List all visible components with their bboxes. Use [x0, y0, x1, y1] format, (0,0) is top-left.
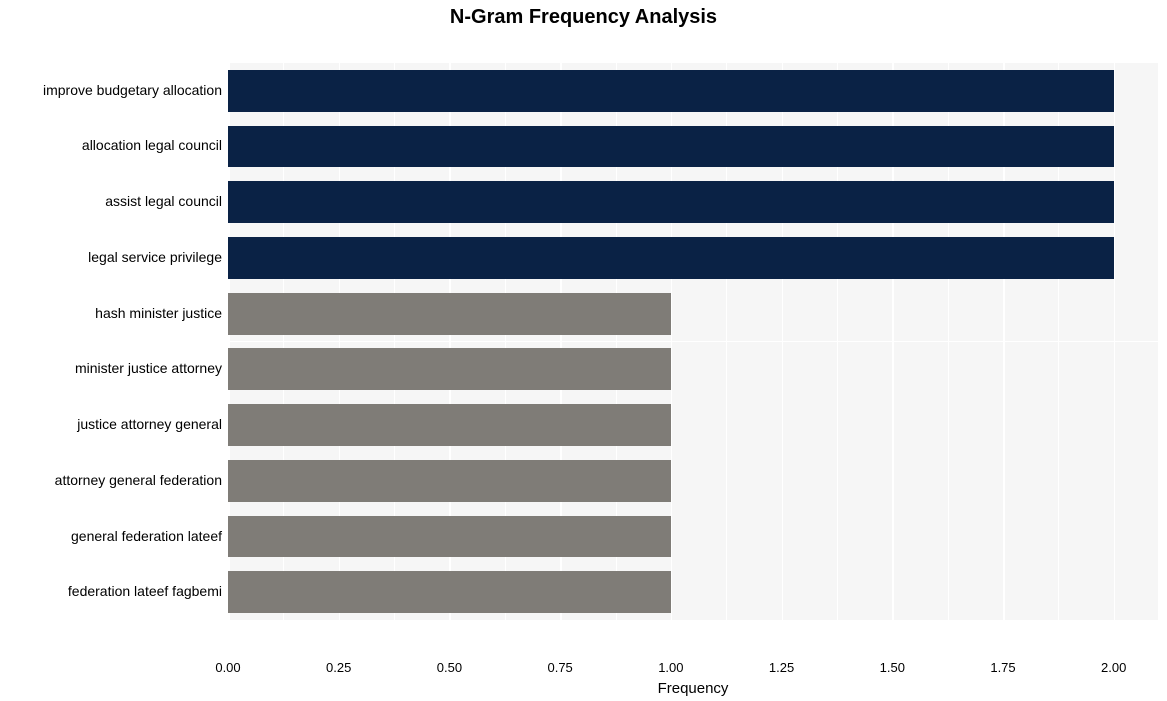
bar — [228, 181, 1114, 223]
x-axis-title: Frequency — [228, 680, 1158, 697]
y-axis-label: justice attorney general — [0, 416, 222, 432]
bar — [228, 293, 671, 335]
chart-title: N-Gram Frequency Analysis — [0, 6, 1167, 29]
y-axis-label: allocation legal council — [0, 137, 222, 153]
bar — [228, 70, 1114, 112]
bar — [228, 516, 671, 558]
y-axis-label: hash minister justice — [0, 305, 222, 321]
bar — [228, 237, 1114, 279]
bar — [228, 571, 671, 613]
y-axis-label: general federation lateef — [0, 528, 222, 544]
y-axis-label: assist legal council — [0, 193, 222, 209]
bar — [228, 126, 1114, 168]
x-axis-tick-label: 2.00 — [1101, 660, 1126, 675]
major-gridline — [1114, 35, 1116, 648]
plot-area — [228, 35, 1158, 648]
x-axis-tick-label: 0.00 — [215, 660, 240, 675]
bar — [228, 404, 671, 446]
ngram-frequency-chart: N-Gram Frequency Analysis Frequency impr… — [0, 0, 1167, 701]
bar — [228, 348, 671, 390]
x-axis-tick-label: 0.25 — [326, 660, 351, 675]
x-axis-tick-label: 0.50 — [437, 660, 462, 675]
x-axis-tick-label: 1.00 — [658, 660, 683, 675]
x-axis-tick-label: 0.75 — [547, 660, 572, 675]
bar — [228, 460, 671, 502]
x-axis-tick-label: 1.50 — [880, 660, 905, 675]
y-axis-label: federation lateef fagbemi — [0, 583, 222, 599]
y-axis-label: improve budgetary allocation — [0, 82, 222, 98]
y-axis-label: minister justice attorney — [0, 360, 222, 376]
y-axis-label: attorney general federation — [0, 472, 222, 488]
y-axis-label: legal service privilege — [0, 249, 222, 265]
x-axis-tick-label: 1.25 — [769, 660, 794, 675]
x-axis-tick-label: 1.75 — [990, 660, 1015, 675]
